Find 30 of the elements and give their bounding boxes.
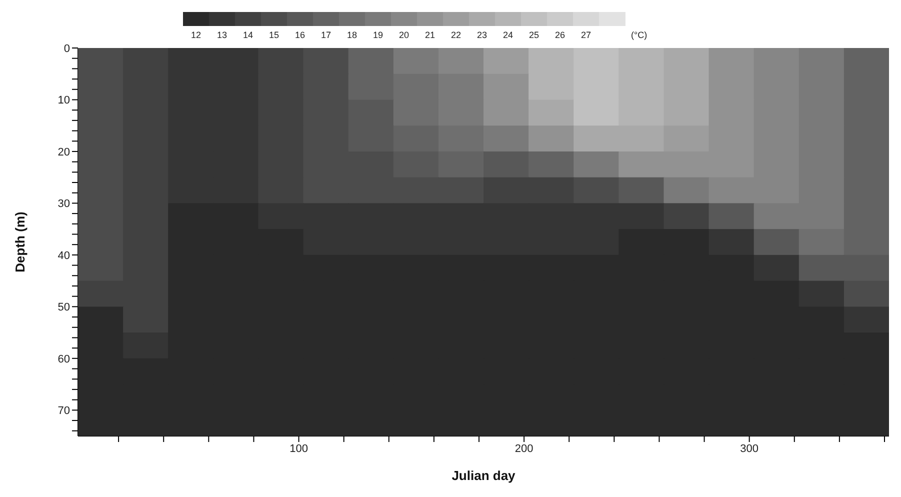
y-tick-label: 30 bbox=[58, 198, 70, 210]
color-bar-label: 12 bbox=[190, 30, 202, 40]
y-tick-label: 40 bbox=[58, 250, 70, 262]
color-bar-label: 13 bbox=[216, 30, 228, 40]
x-tick-label: 200 bbox=[514, 442, 534, 455]
color-bar-label: 16 bbox=[294, 30, 306, 40]
color-bar-label: 27 bbox=[580, 30, 592, 40]
y-tick-label: 10 bbox=[58, 94, 70, 107]
color-bar-label: 17 bbox=[320, 30, 332, 40]
x-tick-label: 100 bbox=[290, 442, 308, 455]
x-axis-title: Julian day bbox=[452, 468, 516, 483]
color-bar-title: (°C) bbox=[631, 30, 648, 40]
y-tick-label: 0 bbox=[64, 42, 70, 55]
color-bar-label: 26 bbox=[554, 30, 566, 40]
color-bar-label: 25 bbox=[528, 30, 540, 40]
y-tick-label: 50 bbox=[58, 302, 70, 314]
color-bar-label: 15 bbox=[268, 30, 280, 40]
color-bar-label: 18 bbox=[346, 30, 358, 40]
y-tick-label: 60 bbox=[58, 353, 70, 366]
color-bar-label: 14 bbox=[242, 30, 254, 40]
color-bar-label: 19 bbox=[372, 30, 384, 40]
color-bar-label: 20 bbox=[398, 30, 410, 40]
color-bar-label: 23 bbox=[476, 30, 488, 40]
y-tick-label: 70 bbox=[58, 405, 70, 418]
x-tick-label: 300 bbox=[740, 442, 759, 455]
y-tick-label: 20 bbox=[58, 146, 70, 158]
color-bar-label: 24 bbox=[502, 30, 514, 40]
color-bar-label: 21 bbox=[424, 30, 436, 40]
y-axis-title: Depth (m) bbox=[12, 212, 28, 272]
color-bar-label: 22 bbox=[450, 30, 462, 40]
